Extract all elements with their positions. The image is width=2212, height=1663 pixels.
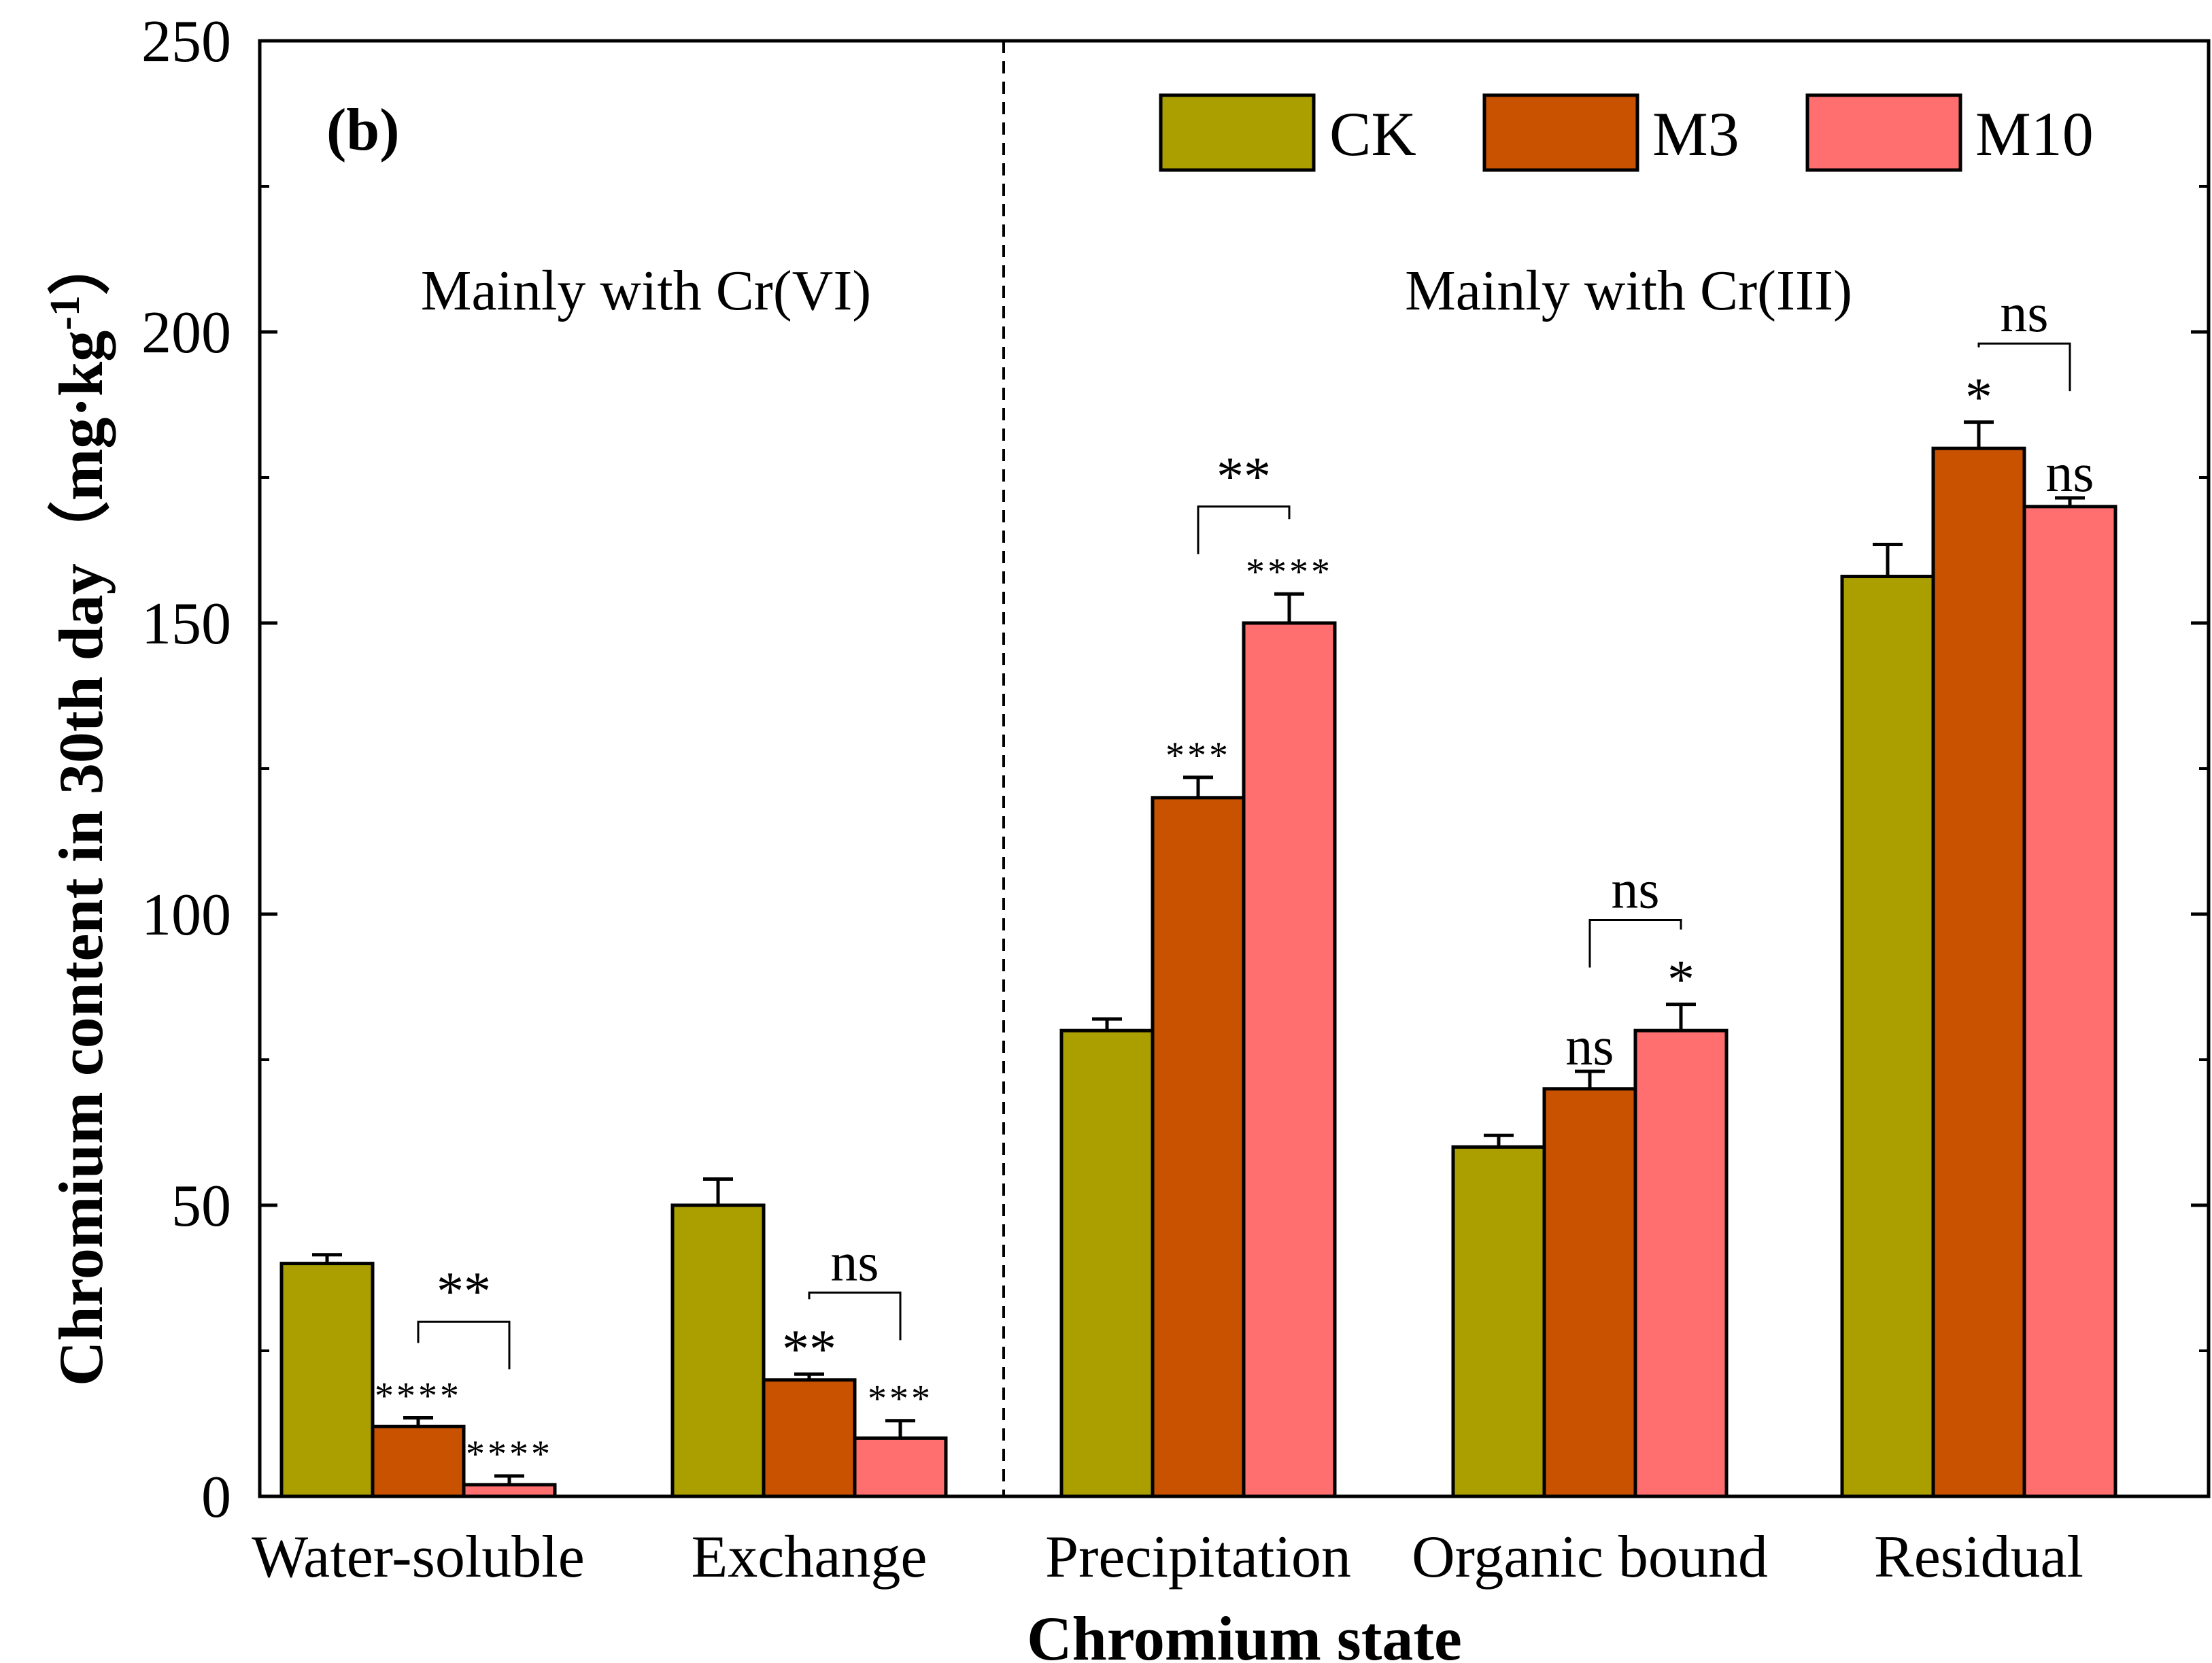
- comparison-bracket-precipitation: [1197, 505, 1291, 554]
- legend-swatch-m3: [1482, 93, 1639, 172]
- y-tick-label-100: 100: [141, 882, 231, 948]
- significance-label-m3-precipitation: ***: [1165, 735, 1231, 777]
- x-tick-label-organic-bound: Organic bound: [1412, 1524, 1768, 1590]
- panel-label: (b): [326, 97, 400, 163]
- comparison-label-exchange: ns: [830, 1232, 879, 1292]
- bars-layer: [279, 420, 2117, 1498]
- comparison-bracket-residual: [1977, 342, 2071, 392]
- bar-ck-precipitation: [1059, 1028, 1155, 1498]
- significance-label-m10-water-soluble: ****: [466, 1433, 553, 1475]
- significance-label-m10-organic-bound: *: [1667, 950, 1695, 1010]
- y-tick-label-0: 0: [201, 1464, 231, 1530]
- legend-swatch-m10: [1805, 93, 1962, 172]
- bar-m3-organic-bound: [1542, 1087, 1637, 1498]
- bar-ck-residual: [1840, 575, 1935, 1498]
- region-label-cr-vi: Mainly with Cr(VI): [421, 259, 872, 322]
- legend-swatch-ck: [1159, 93, 1316, 172]
- bar-ck-exchange: [670, 1203, 766, 1498]
- y-axis-title: Chromium content in 30th day（mg·kg-1）: [42, 233, 116, 1386]
- y-tick-label-150: 150: [141, 591, 231, 657]
- significance-label-m10-residual: ns: [2045, 443, 2094, 503]
- region-label-cr-iii: Mainly with Cr(III): [1405, 259, 1852, 322]
- bar-m10-residual: [2022, 505, 2117, 1498]
- axes-layer: 0 50 100 150 200 250 Water-soluble Exchange Prec…: [141, 9, 2211, 1590]
- y-tick-label-250: 250: [141, 9, 231, 75]
- significance-label-m10-exchange: ***: [868, 1378, 933, 1420]
- x-tick-label-exchange: Exchange: [692, 1524, 928, 1590]
- legend: CK M3 M10: [1159, 93, 2094, 172]
- comparison-label-water-soluble: **: [437, 1262, 491, 1322]
- y-tick-label-200: 200: [141, 300, 231, 366]
- bar-m10-exchange: [853, 1436, 948, 1498]
- significance-label-m3-organic-bound: ns: [1565, 1017, 1614, 1077]
- bar-m3-water-soluble: [371, 1424, 466, 1498]
- x-axis-title: Chromium state: [1027, 1604, 1462, 1663]
- significance-label-m3-water-soluble: ****: [375, 1375, 462, 1417]
- bar-m10-organic-bound: [1633, 1028, 1729, 1498]
- x-tick-label-residual: Residual: [1874, 1524, 2083, 1590]
- legend-label-m3: M3: [1652, 99, 1739, 169]
- x-tick-label-precipitation: Precipitation: [1045, 1524, 1351, 1590]
- bar-m3-precipitation: [1151, 796, 1246, 1498]
- y-tick-label-50: 50: [171, 1173, 231, 1239]
- bar-ck-water-soluble: [279, 1262, 375, 1498]
- bar-m3-exchange: [762, 1378, 857, 1498]
- significance-label-m3-residual: *: [1965, 368, 1992, 428]
- comparison-label-residual: ns: [2000, 284, 2048, 343]
- bar-ck-organic-bound: [1451, 1145, 1546, 1498]
- bar-m10-precipitation: [1242, 621, 1337, 1498]
- x-tick-label-water-soluble: Water-soluble: [252, 1524, 585, 1590]
- comparison-bracket-water-soluble: [417, 1320, 511, 1370]
- significance-label-m3-exchange: **: [782, 1320, 836, 1379]
- bar-m3-residual: [1931, 446, 2026, 1498]
- bar-m10-water-soluble: [462, 1483, 557, 1498]
- comparison-label-organic-bound: ns: [1611, 860, 1659, 920]
- comparison-bracket-exchange: [808, 1291, 902, 1341]
- y-axis-title-main: Chromium content in 30th day（mg·kg: [46, 331, 116, 1386]
- comparison-label-precipitation: **: [1216, 447, 1271, 507]
- y-axis-title-sup: -1: [42, 295, 88, 331]
- legend-label-ck: CK: [1329, 99, 1416, 169]
- y-axis-title-close: ）: [46, 233, 116, 295]
- comparison-bracket-organic-bound: [1588, 919, 1682, 968]
- significance-label-m10-precipitation: ****: [1246, 551, 1333, 593]
- legend-label-m10: M10: [1975, 99, 2094, 169]
